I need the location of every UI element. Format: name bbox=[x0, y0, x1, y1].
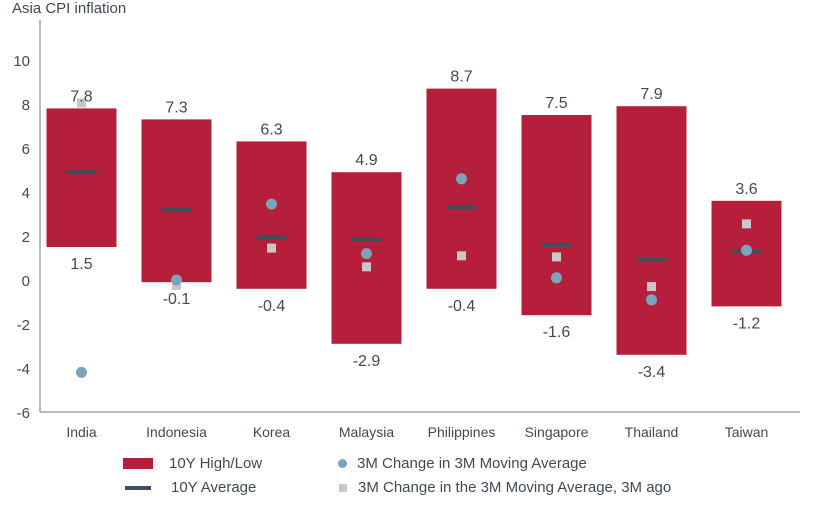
x-tick-label: Malaysia bbox=[339, 424, 394, 440]
legend-item-current: 3M Change in 3M Moving Average bbox=[338, 455, 587, 472]
legend-label: 10Y Average bbox=[171, 479, 257, 496]
previous-marker-india bbox=[77, 98, 86, 108]
range-bar-thailand bbox=[616, 106, 687, 355]
current-marker-singapore bbox=[551, 272, 562, 284]
current-marker-philippines bbox=[456, 173, 467, 185]
high-value-label: 6.3 bbox=[260, 121, 282, 138]
y-tick-label: -2 bbox=[17, 317, 30, 334]
legend-item-high-low: 10Y High/Low bbox=[123, 455, 262, 472]
high-value-label: 4.9 bbox=[355, 152, 377, 169]
low-value-label: -1.2 bbox=[733, 315, 761, 332]
legend-label: 3M Change in 3M Moving Average bbox=[357, 455, 587, 472]
previous-marker-malaysia bbox=[362, 262, 371, 272]
low-value-label: -0.4 bbox=[448, 298, 476, 315]
high-value-label: 7.5 bbox=[545, 95, 567, 112]
range-bar-indonesia bbox=[141, 119, 212, 283]
y-tick-label: 2 bbox=[22, 229, 30, 246]
high-value-label: 8.7 bbox=[450, 69, 472, 86]
range-bar-singapore bbox=[521, 115, 592, 316]
y-tick-label: 10 bbox=[13, 53, 30, 70]
previous-marker-singapore bbox=[552, 252, 561, 262]
current-marker-thailand bbox=[646, 294, 657, 306]
chart-plot: 10 8 6 4 2 0 -2 -4 -6 India 7.8 1.5 Indonesia 7.3 -0.… bbox=[13, 20, 800, 440]
chart-title: Asia CPI inflation bbox=[12, 0, 127, 17]
bars bbox=[46, 88, 782, 355]
x-tick-label: Thailand bbox=[625, 424, 679, 440]
legend-label: 3M Change in the 3M Moving Average, 3M a… bbox=[358, 479, 672, 496]
previous-marker-taiwan bbox=[742, 219, 751, 229]
average-marker-malaysia bbox=[351, 237, 382, 242]
high-value-label: 7.9 bbox=[640, 86, 662, 103]
y-tick-label: 8 bbox=[22, 97, 30, 114]
current-marker-korea bbox=[266, 198, 277, 210]
legend-swatch-square bbox=[339, 483, 347, 492]
low-value-label: -1.6 bbox=[543, 324, 571, 341]
previous-marker-philippines bbox=[457, 251, 466, 261]
legend-swatch-average bbox=[125, 485, 151, 490]
average-marker-thailand bbox=[636, 257, 667, 262]
legend-item-average: 10Y Average bbox=[123, 479, 256, 496]
high-value-label: 7.3 bbox=[165, 99, 187, 116]
low-value-label: -3.4 bbox=[638, 364, 666, 381]
current-marker-indonesia bbox=[171, 274, 182, 286]
y-tick-label: 4 bbox=[22, 185, 30, 202]
low-value-label: 1.5 bbox=[70, 256, 92, 273]
low-value-label: -2.9 bbox=[353, 353, 381, 370]
x-tick-label: Singapore bbox=[525, 424, 589, 440]
low-value-label: -0.1 bbox=[163, 291, 191, 308]
average-marker-indonesia bbox=[161, 207, 192, 212]
average-marker-singapore bbox=[541, 242, 572, 247]
current-marker-taiwan bbox=[741, 244, 752, 256]
current-marker-malaysia bbox=[361, 248, 372, 260]
x-tick-label: Indonesia bbox=[146, 424, 207, 440]
previous-marker-thailand bbox=[647, 282, 656, 292]
axes: 10 8 6 4 2 0 -2 -4 -6 bbox=[13, 20, 800, 422]
range-bar-korea bbox=[236, 141, 307, 289]
y-tick-label: -4 bbox=[17, 361, 30, 378]
legend-swatch-dot bbox=[338, 459, 347, 468]
y-tick-label: 0 bbox=[22, 273, 30, 290]
x-tick-label: Korea bbox=[253, 424, 291, 440]
legend-swatch-range bbox=[123, 458, 153, 469]
low-value-label: -0.4 bbox=[258, 298, 286, 315]
current-marker-india bbox=[76, 366, 87, 378]
high-value-label: 7.8 bbox=[70, 88, 92, 105]
average-marker-india bbox=[66, 170, 97, 175]
legend-item-previous: 3M Change in the 3M Moving Average, 3M a… bbox=[339, 479, 671, 496]
y-tick-label: 6 bbox=[22, 141, 30, 158]
average-marker-korea bbox=[256, 235, 287, 240]
x-tick-label: Philippines bbox=[428, 424, 496, 440]
average-marker-philippines bbox=[446, 205, 477, 210]
labels: India 7.8 1.5 Indonesia 7.3 -0.1 Korea 6.3 -0.4 M… bbox=[66, 69, 768, 440]
high-value-label: 3.6 bbox=[735, 181, 757, 198]
legend-label: 10Y High/Low bbox=[169, 455, 263, 472]
x-tick-label: India bbox=[66, 424, 97, 440]
previous-marker-korea bbox=[267, 243, 276, 253]
range-bar-india bbox=[46, 108, 117, 248]
markers bbox=[66, 98, 762, 378]
x-tick-label: Taiwan bbox=[725, 424, 769, 440]
y-tick-label: -6 bbox=[17, 405, 30, 422]
